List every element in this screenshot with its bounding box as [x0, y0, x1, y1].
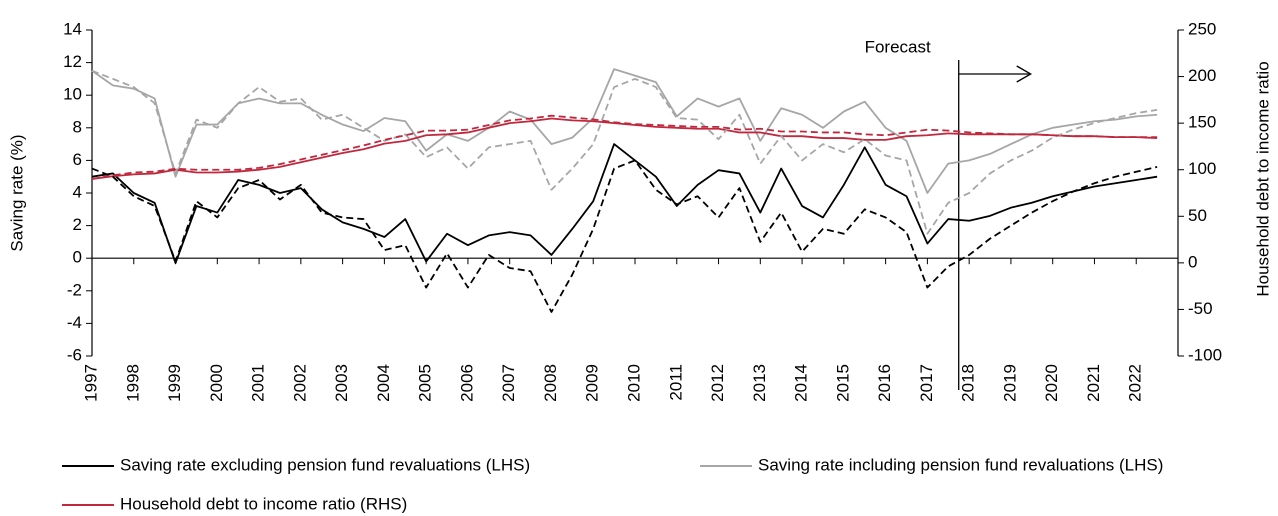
y-axis-label: Saving rate (%) — [7, 134, 26, 251]
y-tick-label: 4 — [73, 182, 82, 201]
y-tick-label: 6 — [73, 150, 82, 169]
x-tick-label: 2006 — [457, 364, 476, 402]
x-tick-label: 2019 — [1000, 364, 1019, 402]
x-tick-label: 2007 — [499, 364, 518, 402]
x-tick-label: 2004 — [374, 364, 393, 402]
y-tick-label: 2 — [73, 215, 82, 234]
x-tick-label: 2022 — [1126, 364, 1145, 402]
x-tick-label: 2016 — [875, 364, 894, 402]
y2-tick-label: 100 — [1188, 159, 1216, 178]
y-tick-label: -4 — [67, 313, 82, 332]
x-tick-label: 2012 — [708, 364, 727, 402]
forecast-arrowhead — [1016, 65, 1033, 83]
x-tick-label: 2017 — [917, 364, 936, 402]
legend-label: Saving rate including pension fund reval… — [758, 455, 1163, 474]
y-tick-label: 10 — [63, 85, 82, 104]
series-line — [91, 69, 1158, 235]
x-tick-label: 2020 — [1042, 364, 1061, 402]
series-line — [91, 68, 1158, 194]
legend-label: Household debt to income ratio (RHS) — [120, 494, 407, 513]
x-tick-label: 2014 — [792, 364, 811, 402]
y-tick-label: 14 — [63, 19, 82, 38]
y2-tick-label: 0 — [1188, 252, 1197, 271]
forecast-label: Forecast — [865, 37, 931, 56]
y2-tick-label: 150 — [1188, 113, 1216, 132]
y-tick-label: -2 — [67, 280, 82, 299]
y2-tick-label: 250 — [1188, 19, 1216, 38]
series-line — [91, 143, 1158, 264]
x-tick-label: 2021 — [1084, 364, 1103, 402]
x-tick-label: 2002 — [290, 364, 309, 402]
y-tick-label: 8 — [73, 117, 82, 136]
x-tick-label: 1999 — [165, 364, 184, 402]
series-line — [91, 117, 1158, 180]
x-tick-label: 2000 — [207, 364, 226, 402]
y2-axis-label: Household debt to income ratio — [1253, 61, 1272, 296]
y2-tick-label: 200 — [1188, 66, 1216, 85]
y-tick-label: 12 — [63, 52, 82, 71]
y-tick-label: 0 — [73, 248, 82, 267]
x-tick-label: 1997 — [81, 364, 100, 402]
x-tick-label: 2013 — [750, 364, 769, 402]
x-tick-label: 2003 — [332, 364, 351, 402]
x-tick-label: 2008 — [541, 364, 560, 402]
legend-label: Saving rate excluding pension fund reval… — [120, 455, 530, 474]
x-tick-label: 2018 — [959, 364, 978, 402]
x-tick-label: 2005 — [416, 364, 435, 402]
x-tick-label: 2015 — [833, 364, 852, 402]
y2-tick-label: 50 — [1188, 206, 1207, 225]
y2-tick-label: -100 — [1188, 345, 1222, 364]
x-tick-label: 1998 — [123, 364, 142, 402]
x-tick-label: 2011 — [666, 364, 685, 401]
x-tick-label: 2001 — [249, 364, 268, 402]
x-tick-label: 2009 — [583, 364, 602, 402]
series-line — [91, 159, 1158, 313]
x-tick-label: 2010 — [624, 364, 643, 402]
y-tick-label: -6 — [67, 345, 82, 364]
series-line — [91, 114, 1158, 180]
y2-tick-label: -50 — [1188, 299, 1213, 318]
